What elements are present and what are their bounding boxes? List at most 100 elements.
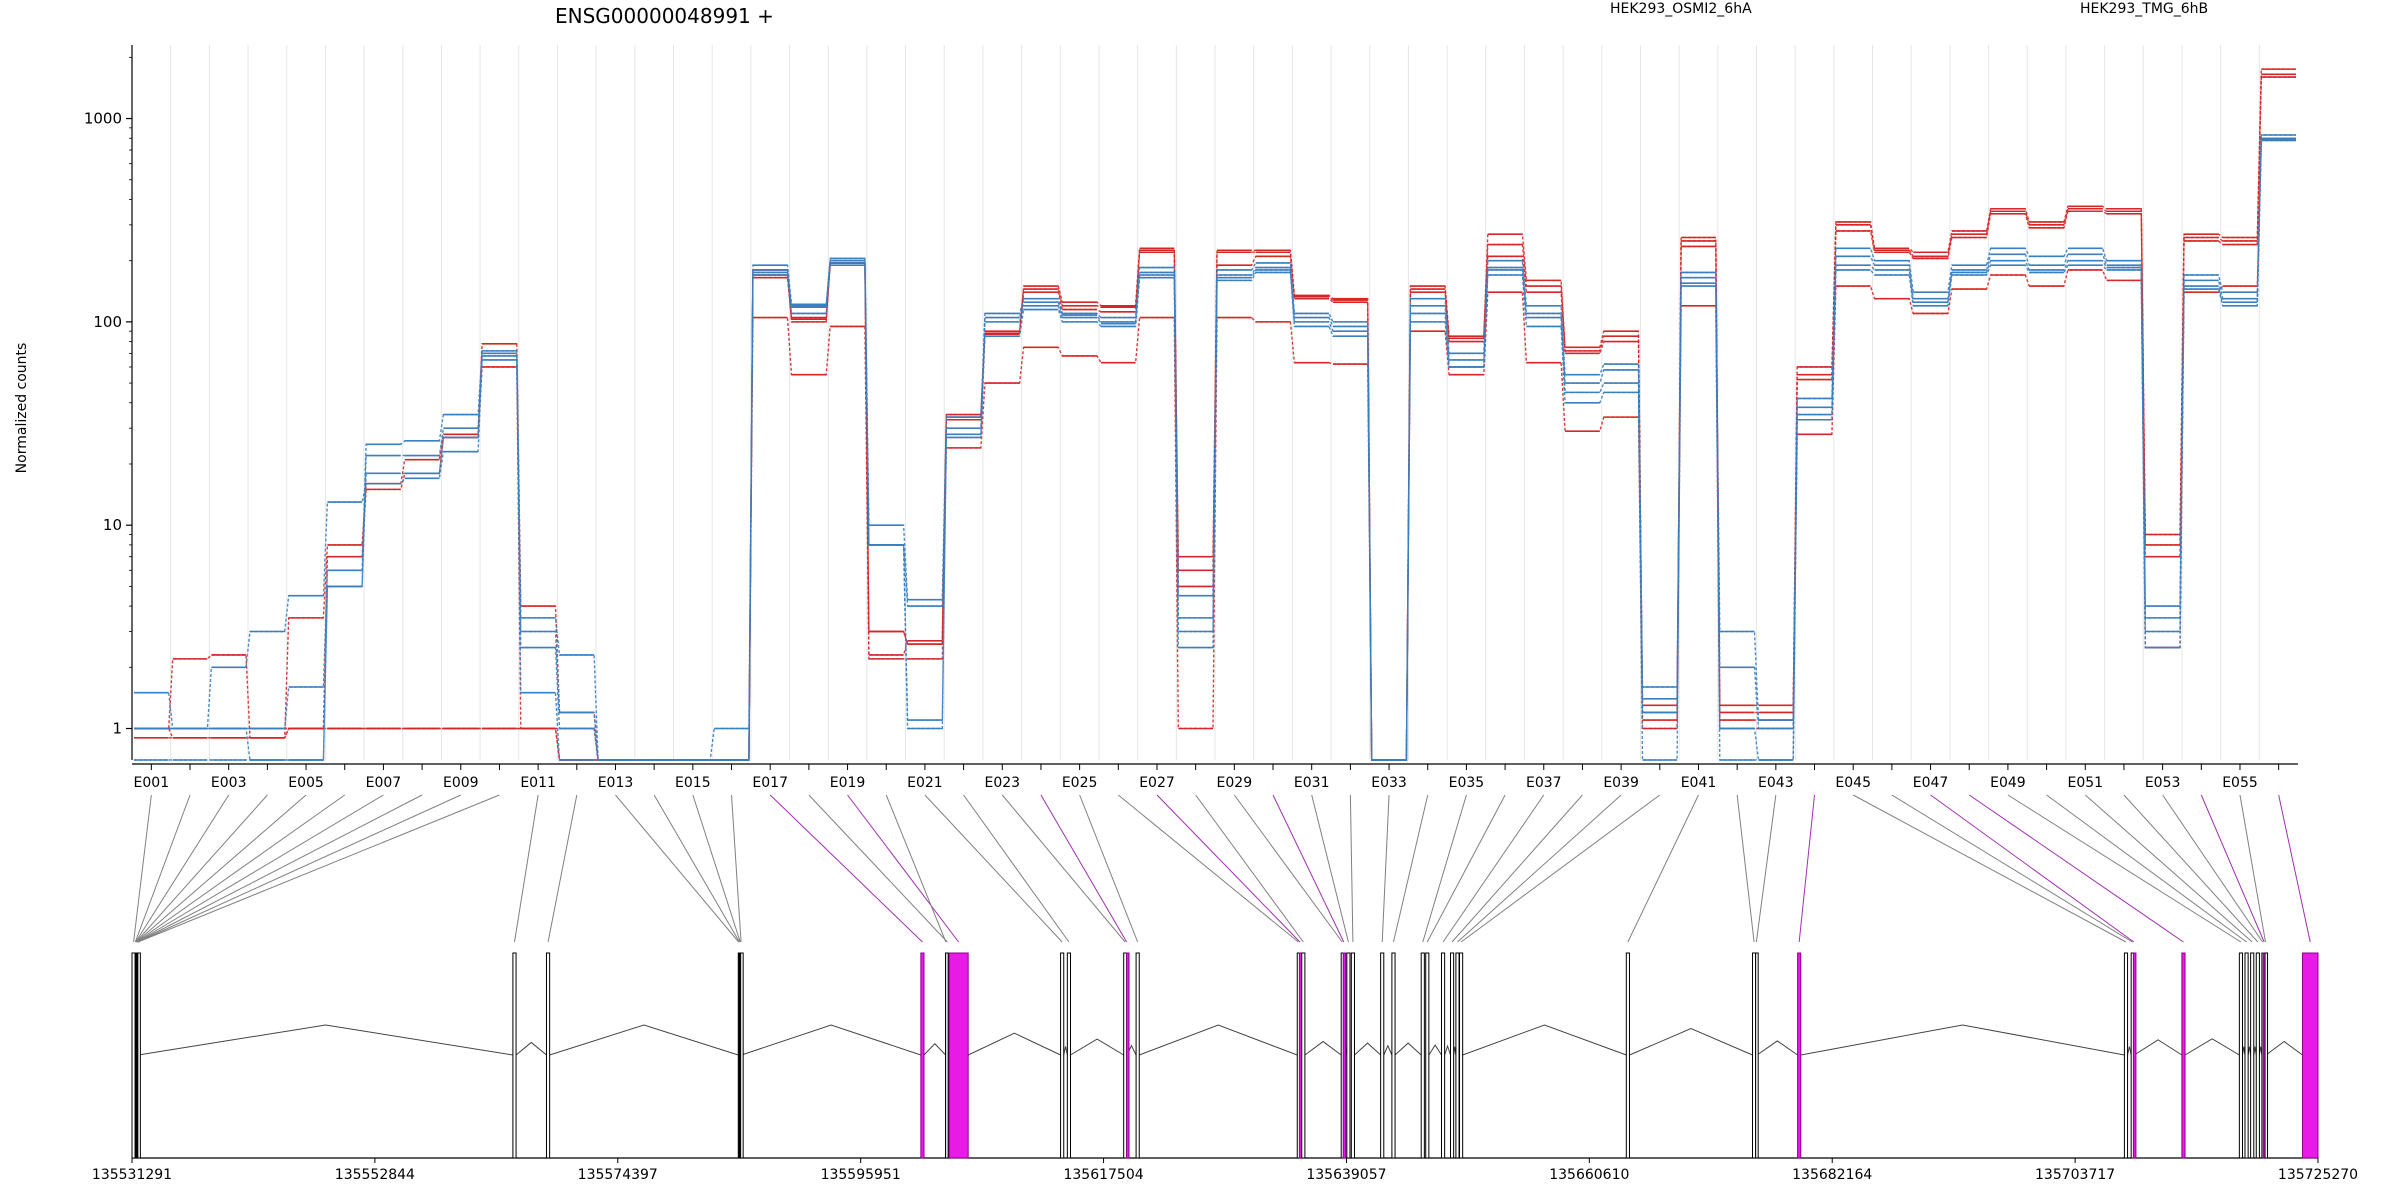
y-axis-label: Normalized counts xyxy=(14,343,30,474)
exon-connector xyxy=(769,794,923,943)
genomic-tick-label: 135617504 xyxy=(1063,1167,1143,1183)
x-tick-label: E053 xyxy=(2145,775,2181,791)
intron-line xyxy=(1800,1024,2125,1056)
exon-box-e025 xyxy=(1135,952,1140,1159)
exon-connector xyxy=(1233,794,1343,943)
exon-box-e052 xyxy=(2255,952,2260,1159)
exon-connector xyxy=(137,794,461,943)
exon-connector xyxy=(1891,794,2133,943)
exon-box-e038 xyxy=(1450,952,1455,1159)
x-tick-label: E045 xyxy=(1835,775,1871,791)
exon-connector xyxy=(808,794,948,943)
exon-box-e040 xyxy=(1459,952,1464,1159)
intron-line xyxy=(2127,1046,2132,1056)
x-tick-label: E011 xyxy=(520,775,556,791)
y-tick-label: 1 xyxy=(112,720,122,738)
intron-line xyxy=(1756,1040,1798,1056)
x-tick-label: E005 xyxy=(288,775,324,791)
exon-box-e050 xyxy=(2244,952,2249,1159)
exon-connector xyxy=(547,794,578,943)
exon-connector xyxy=(1627,794,1699,943)
exon-connector xyxy=(1852,794,2127,943)
exon-box-e034 xyxy=(1391,952,1396,1159)
x-tick-label: E017 xyxy=(752,775,788,791)
x-tick-label: E049 xyxy=(1990,775,2026,791)
exon-connector xyxy=(1040,794,1128,943)
exon-box-e044 xyxy=(1797,952,1802,1159)
exon-box-e045 xyxy=(2123,952,2129,1159)
exon-connector xyxy=(1451,794,1583,943)
x-tick-label: E031 xyxy=(1294,775,1330,791)
exon-connector xyxy=(2007,794,2242,943)
intron-line xyxy=(1063,1046,1068,1056)
x-tick-label: E021 xyxy=(907,775,943,791)
x-tick-label: E009 xyxy=(443,775,479,791)
series-lines xyxy=(134,68,2296,761)
intron-line xyxy=(1354,1042,1381,1056)
exon-connector xyxy=(885,794,947,943)
genomic-tick-label: 135574397 xyxy=(578,1167,658,1183)
y-tick-label: 1000 xyxy=(84,110,122,128)
exon-connector xyxy=(615,794,740,943)
exon-connector xyxy=(1156,794,1301,943)
x-tick-label: E019 xyxy=(830,775,866,791)
exon-connector xyxy=(731,794,742,943)
exon-connector xyxy=(1755,794,1777,943)
exon-connector xyxy=(1426,794,1506,943)
exon-connector xyxy=(1001,794,1126,943)
intron-line xyxy=(1629,1027,1753,1056)
intron-line xyxy=(1428,1044,1442,1056)
intron-line xyxy=(1394,1042,1422,1056)
exon-box-e016 xyxy=(740,952,744,1159)
exon-connector-lines xyxy=(133,794,2311,943)
exon-connector xyxy=(2084,794,2253,943)
exon-connector xyxy=(1968,794,2184,943)
exon-connector xyxy=(1392,794,1429,943)
x-tick-label: E001 xyxy=(134,775,170,791)
exon-box-e021 xyxy=(1060,952,1065,1159)
exon-connector xyxy=(924,794,1063,943)
x-tick-label: E007 xyxy=(366,775,402,791)
exon-box-e022 xyxy=(1066,952,1072,1159)
x-tick-label: E025 xyxy=(1062,775,1098,791)
intron-line xyxy=(741,1024,922,1056)
exon-connector xyxy=(1381,794,1390,943)
x-tick-label: E035 xyxy=(1449,775,1485,791)
exon-connector xyxy=(137,794,423,943)
exon-connector xyxy=(2046,794,2247,943)
exon-connector xyxy=(653,794,740,943)
genomic-tick-label: 135595951 xyxy=(821,1167,901,1183)
x-tick-label: E029 xyxy=(1217,775,1253,791)
intron-line xyxy=(2184,1038,2240,1056)
exon-connector xyxy=(2123,794,2259,943)
exon-connector xyxy=(1798,794,1816,943)
x-tick-label: E003 xyxy=(211,775,247,791)
exon-box-e030 xyxy=(1342,952,1347,1159)
exon-box-e055 xyxy=(2264,952,2269,1159)
legend-label-condition-b: HEK293_TMG_6hB xyxy=(2080,1,2208,17)
exon-connector xyxy=(1460,794,1661,943)
x-tick-label: E047 xyxy=(1913,775,1949,791)
vertical-grid xyxy=(170,45,2260,760)
exon-box-e047 xyxy=(2132,952,2137,1159)
exon-connector xyxy=(1736,794,1755,943)
genomic-tick-label: 135725270 xyxy=(2278,1167,2358,1183)
exon-connector xyxy=(1422,794,1467,943)
intron-line xyxy=(1139,1024,1298,1056)
genomic-tick-label: 135682164 xyxy=(1792,1167,1872,1183)
intron-line xyxy=(138,1024,513,1056)
exon-connector xyxy=(963,794,1070,943)
exon-connector xyxy=(847,794,959,943)
intron-line xyxy=(2134,1039,2183,1056)
exon-connector xyxy=(692,794,741,943)
exon-connector xyxy=(1349,794,1354,943)
exon-box-e037 xyxy=(1440,952,1446,1159)
exon-connector xyxy=(2239,794,2266,943)
intron-line xyxy=(1070,1038,1124,1056)
gene-model xyxy=(131,952,2319,1159)
axes: 1 10 100 1000 xyxy=(84,45,2298,765)
exon-connector xyxy=(136,794,384,943)
intron-line xyxy=(923,1043,947,1056)
exon-connector xyxy=(1195,794,1304,943)
